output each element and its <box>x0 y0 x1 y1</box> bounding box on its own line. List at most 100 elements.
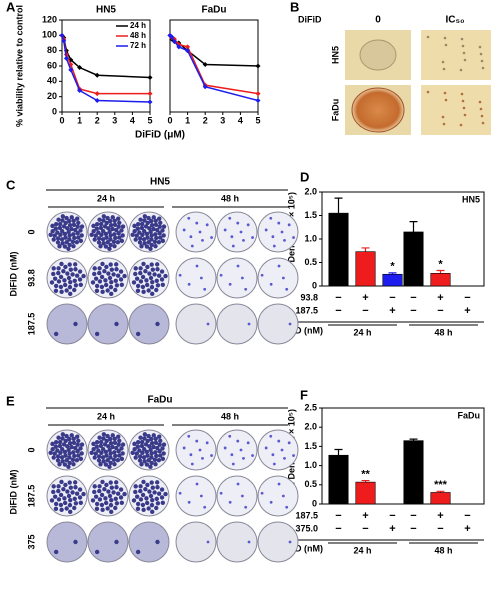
colony <box>141 455 147 460</box>
panel-label: C <box>6 177 16 192</box>
colony <box>271 235 275 239</box>
colony <box>78 446 83 451</box>
colony <box>109 279 114 285</box>
point <box>68 67 74 73</box>
timepoint-label: 48 h <box>221 411 239 421</box>
well <box>216 429 258 471</box>
colony <box>50 441 55 447</box>
cell-debris <box>426 90 430 94</box>
y-axis-label: % viability relative to control <box>14 5 24 127</box>
bar <box>403 231 424 287</box>
colony <box>92 455 97 460</box>
colony <box>133 271 138 277</box>
colony <box>113 278 118 283</box>
colony <box>147 489 152 494</box>
colony <box>112 222 118 228</box>
colony <box>105 288 110 293</box>
colony <box>231 462 235 466</box>
colony <box>154 453 159 459</box>
colony <box>72 235 77 241</box>
colony <box>108 440 114 446</box>
colony <box>52 494 58 499</box>
x-tick-label: 0 <box>167 115 172 125</box>
colony <box>107 493 113 499</box>
colony <box>156 239 162 245</box>
colony <box>50 228 55 234</box>
colony <box>105 506 110 511</box>
bar <box>430 273 451 287</box>
colony <box>130 232 135 238</box>
colony <box>108 460 113 466</box>
cell-debris <box>460 92 464 96</box>
colony <box>134 451 139 456</box>
colony <box>269 434 273 438</box>
point <box>61 38 67 44</box>
colony <box>98 439 104 445</box>
colony <box>149 222 155 228</box>
colony <box>152 457 158 463</box>
colony <box>103 231 109 237</box>
colony <box>277 482 281 486</box>
colony <box>134 276 140 281</box>
y-tick-label: 100 <box>42 30 57 40</box>
colony <box>56 488 61 494</box>
panel-label: E <box>6 393 15 408</box>
colony <box>144 244 150 249</box>
colony <box>52 451 57 456</box>
cell-debris <box>441 115 445 119</box>
colony <box>103 449 109 455</box>
panel-title: FaDu <box>148 395 173 406</box>
x-tick-label: 2 <box>95 115 100 125</box>
dose-title: DiFiD (nM) <box>8 470 18 515</box>
point <box>147 75 153 80</box>
colony <box>62 244 68 249</box>
colony <box>78 500 84 505</box>
colony <box>247 540 251 544</box>
y-tick-label: 0.5 <box>304 479 317 489</box>
colony <box>287 441 291 445</box>
colony <box>52 276 58 281</box>
colony <box>154 480 160 485</box>
colony <box>139 439 145 445</box>
colony <box>157 224 162 229</box>
spheroid <box>359 39 397 71</box>
colony <box>70 490 75 495</box>
column-label: IC₅₀ <box>445 15 464 26</box>
colony <box>146 506 151 511</box>
colony <box>79 233 84 238</box>
colony <box>161 451 166 456</box>
colony <box>141 228 147 234</box>
colony <box>155 539 160 545</box>
treatment-sign: − <box>410 292 416 304</box>
treatment-label: 187.5 <box>295 510 318 520</box>
colony <box>55 230 60 235</box>
colony <box>112 232 117 237</box>
cell-debris <box>443 36 447 40</box>
colony <box>137 240 143 245</box>
colony <box>150 291 155 297</box>
colony <box>108 480 113 485</box>
colony <box>57 244 62 249</box>
colony <box>153 232 158 237</box>
colony <box>155 445 160 451</box>
colony <box>119 228 124 233</box>
colony <box>135 444 140 449</box>
colony <box>110 444 115 450</box>
colony <box>113 453 118 459</box>
colony <box>53 549 59 555</box>
significance: * <box>438 258 443 270</box>
colony <box>154 235 159 241</box>
colony <box>97 488 102 494</box>
cell-debris <box>426 35 430 39</box>
colony <box>67 480 72 485</box>
colony <box>104 235 109 240</box>
colony <box>68 497 73 503</box>
colony <box>140 284 146 290</box>
colony <box>292 454 295 457</box>
colony <box>157 442 162 447</box>
cell-debris <box>463 113 467 117</box>
colony <box>116 442 121 447</box>
colony <box>240 494 244 498</box>
colony <box>272 244 276 248</box>
cell-debris <box>461 99 465 103</box>
